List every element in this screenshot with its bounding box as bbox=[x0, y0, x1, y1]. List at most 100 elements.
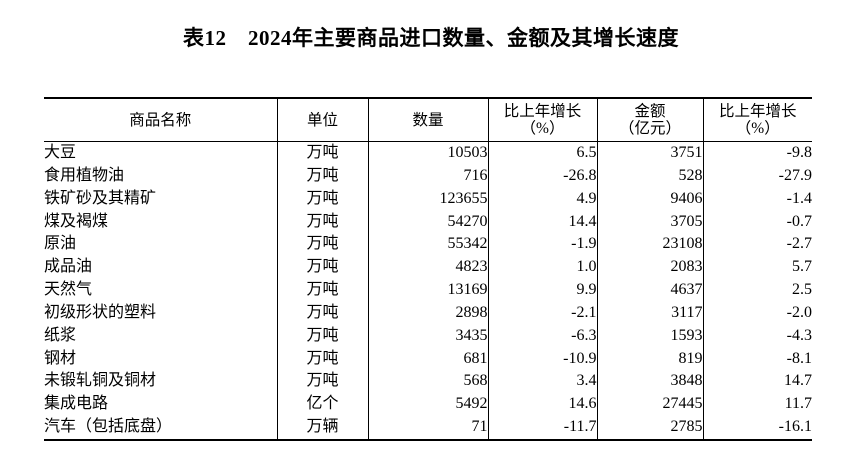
unit-cell: 万吨 bbox=[276, 141, 368, 165]
unit-cell: 万吨 bbox=[276, 210, 368, 234]
commodity-name-cell: 铁矿砂及其精矿 bbox=[44, 189, 157, 207]
quantity-cell: 716 bbox=[367, 164, 488, 188]
table-row: 食用植物油 万吨 716 -26.8 528 -27.9 bbox=[44, 164, 812, 188]
quantity-cell: 5492 bbox=[367, 393, 488, 417]
amount-growth-cell: -2.7 bbox=[702, 233, 812, 257]
quantity-growth-cell: -2.1 bbox=[487, 301, 597, 325]
amount-cell: 3705 bbox=[596, 210, 703, 234]
commodity-name-cell: 煤及褐煤 bbox=[44, 212, 109, 230]
quantity-cell: 681 bbox=[367, 347, 488, 371]
amount-growth-cell: 11.7 bbox=[702, 393, 812, 417]
amount-cell: 528 bbox=[596, 164, 703, 188]
commodity-name-cell: 纸浆 bbox=[44, 326, 77, 344]
commodity-name-cell: 成品油 bbox=[44, 258, 93, 276]
col-header-quantity: 数量 bbox=[367, 98, 488, 142]
col-header-amount: 金额 （亿元） bbox=[596, 98, 703, 142]
commodity-name-cell: 集成电路 bbox=[44, 395, 109, 413]
amount-cell: 3751 bbox=[596, 141, 703, 165]
amount-growth-cell: -16.1 bbox=[702, 416, 812, 440]
quantity-cell: 123655 bbox=[367, 187, 488, 211]
table-row: 煤及褐煤 万吨 54270 14.4 3705 -0.7 bbox=[44, 210, 812, 234]
amount-growth-cell: -4.3 bbox=[702, 324, 812, 348]
amount-growth-cell: -0.7 bbox=[702, 210, 812, 234]
unit-cell: 万辆 bbox=[276, 416, 368, 440]
quantity-cell: 71 bbox=[367, 416, 488, 440]
amount-growth-cell: -8.1 bbox=[702, 347, 812, 371]
unit-cell: 万吨 bbox=[276, 256, 368, 280]
quantity-growth-cell: -1.9 bbox=[487, 233, 597, 257]
commodity-name-cell: 汽车（包括底盘） bbox=[44, 418, 173, 436]
col-header-amount-line2: （亿元） bbox=[618, 120, 681, 137]
quantity-growth-cell: -6.3 bbox=[487, 324, 597, 348]
quantity-growth-cell: -26.8 bbox=[487, 164, 597, 188]
table-row: 成品油 万吨 4823 1.0 2083 5.7 bbox=[44, 256, 812, 280]
table-row: 汽车（包括底盘） 万辆 71 -11.7 2785 -16.1 bbox=[44, 416, 812, 440]
table-row: 原油 万吨 55342 -1.9 23108 -2.7 bbox=[44, 233, 812, 257]
quantity-cell: 13169 bbox=[367, 279, 488, 302]
imports-table: 商品名称 单位 数量 比上年增长 （%） 金额 （亿元） 比上年增长 （%） bbox=[44, 97, 812, 441]
unit-cell: 万吨 bbox=[276, 233, 368, 257]
table-row: 未锻轧铜及铜材 万吨 568 3.4 3848 14.7 bbox=[44, 370, 812, 394]
table-row: 钢材 万吨 681 -10.9 819 -8.1 bbox=[44, 347, 812, 371]
unit-cell: 亿个 bbox=[276, 393, 368, 417]
table-row: 集成电路 亿个 5492 14.6 27445 11.7 bbox=[44, 393, 812, 417]
unit-cell: 万吨 bbox=[276, 324, 368, 348]
unit-cell: 万吨 bbox=[276, 370, 368, 394]
amount-cell: 2083 bbox=[596, 256, 703, 280]
quantity-growth-cell: 6.5 bbox=[487, 141, 597, 165]
amount-growth-cell: -2.0 bbox=[702, 301, 812, 325]
table-row: 初级形状的塑料 万吨 2898 -2.1 3117 -2.0 bbox=[44, 301, 812, 325]
commodity-name-cell: 钢材 bbox=[44, 349, 77, 367]
unit-cell: 万吨 bbox=[276, 347, 368, 371]
quantity-growth-cell: 4.9 bbox=[487, 187, 597, 211]
amount-cell: 27445 bbox=[596, 393, 703, 417]
amount-cell: 2785 bbox=[596, 416, 703, 440]
quantity-growth-cell: 1.0 bbox=[487, 256, 597, 280]
quantity-growth-cell: 14.4 bbox=[487, 210, 597, 234]
quantity-cell: 55342 bbox=[367, 233, 488, 257]
amount-growth-cell: -1.4 bbox=[702, 187, 812, 211]
quantity-cell: 2898 bbox=[367, 301, 488, 325]
commodity-name-cell: 初级形状的塑料 bbox=[44, 303, 157, 321]
amount-cell: 23108 bbox=[596, 233, 703, 257]
quantity-growth-cell: 9.9 bbox=[487, 279, 597, 302]
quantity-growth-cell: -10.9 bbox=[487, 347, 597, 371]
table-row: 纸浆 万吨 3435 -6.3 1593 -4.3 bbox=[44, 324, 812, 348]
commodity-name-cell: 未锻轧铜及铜材 bbox=[44, 372, 157, 390]
amount-cell: 3848 bbox=[596, 370, 703, 394]
table-row: 铁矿砂及其精矿 万吨 123655 4.9 9406 -1.4 bbox=[44, 187, 812, 211]
amount-growth-cell: 2.5 bbox=[702, 279, 812, 302]
commodity-name-cell: 食用植物油 bbox=[44, 166, 125, 184]
amount-growth-cell: -27.9 bbox=[702, 164, 812, 188]
commodity-name-cell: 原油 bbox=[44, 235, 77, 253]
amount-growth-cell: 5.7 bbox=[702, 256, 812, 280]
page-title: 表12 2024年主要商品进口数量、金额及其增长速度 bbox=[183, 26, 679, 50]
unit-cell: 万吨 bbox=[276, 164, 368, 188]
quantity-cell: 54270 bbox=[367, 210, 488, 234]
commodity-name-cell: 大豆 bbox=[44, 144, 77, 161]
amount-cell: 1593 bbox=[596, 324, 703, 348]
unit-cell: 万吨 bbox=[276, 279, 368, 302]
quantity-cell: 4823 bbox=[367, 256, 488, 280]
quantity-cell: 3435 bbox=[367, 324, 488, 348]
quantity-growth-cell: 3.4 bbox=[487, 370, 597, 394]
amount-growth-cell: 14.7 bbox=[702, 370, 812, 394]
col-header-amount-growth: 比上年增长 （%） bbox=[702, 98, 812, 142]
col-header-quantity-growth-line2: （%） bbox=[520, 120, 565, 137]
amount-cell: 9406 bbox=[596, 187, 703, 211]
amount-cell: 819 bbox=[596, 347, 703, 371]
unit-cell: 万吨 bbox=[276, 301, 368, 325]
table-row: 大豆 万吨 10503 6.5 3751 -9.8 bbox=[44, 141, 812, 165]
table-row: 天然气 万吨 13169 9.9 4637 2.5 bbox=[44, 279, 812, 302]
quantity-cell: 568 bbox=[367, 370, 488, 394]
amount-growth-cell: -9.8 bbox=[702, 141, 812, 165]
quantity-growth-cell: -11.7 bbox=[487, 416, 597, 440]
unit-cell: 万吨 bbox=[276, 187, 368, 211]
commodity-name-cell: 天然气 bbox=[44, 281, 93, 299]
quantity-cell: 10503 bbox=[367, 141, 488, 165]
col-header-amount-growth-line2: （%） bbox=[735, 120, 780, 137]
col-header-unit: 单位 bbox=[276, 98, 368, 142]
col-header-commodity: 商品名称 bbox=[44, 98, 277, 142]
amount-cell: 4637 bbox=[596, 279, 703, 302]
